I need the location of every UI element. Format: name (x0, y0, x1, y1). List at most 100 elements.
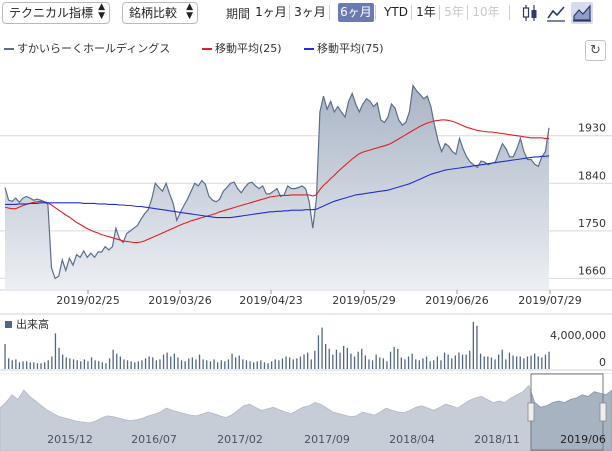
period-separator (439, 5, 440, 20)
volume-bar (198, 354, 201, 369)
overview-area (0, 384, 612, 451)
volume-bar (4, 344, 6, 369)
volume-title: 出来高 (16, 317, 49, 331)
area-chart-icon[interactable] (571, 2, 593, 24)
volume-bar (94, 360, 96, 369)
volume-bar (159, 359, 161, 369)
volume-bar (130, 361, 132, 369)
volume-bar (451, 358, 453, 369)
volume-bar (155, 360, 157, 369)
volume-bar (508, 352, 511, 369)
volume-bar (162, 354, 165, 369)
volume-bar (18, 362, 21, 369)
volume-bar (126, 360, 129, 369)
period-separator (467, 5, 468, 20)
overview-xtick-label: 2019/06 (560, 433, 606, 446)
compare-select-label: 銘柄比較 (129, 6, 178, 20)
volume-bar (328, 348, 330, 369)
volume-bar (62, 354, 64, 369)
volume-bar (469, 350, 471, 369)
volume-bar (29, 362, 31, 369)
volume-bar (80, 361, 82, 369)
volume-bar (422, 358, 424, 369)
volume-bar (40, 363, 42, 369)
ma25-line (4, 119, 549, 244)
volume-bar (483, 356, 485, 369)
volume-bar (281, 358, 284, 369)
volume-bar (440, 360, 442, 369)
volume-bar (429, 361, 431, 369)
volume-bar (479, 353, 482, 369)
volume-bar (501, 349, 503, 369)
volume-bar (119, 356, 121, 369)
volume-bar (487, 356, 489, 369)
legend-label-ma75: 移動平均(75) (317, 42, 384, 55)
volume-bar (144, 358, 147, 369)
compare-select[interactable]: 銘柄比較 ▲ ▼ (122, 2, 198, 24)
volume-bar (184, 361, 186, 369)
volume-bar (353, 356, 356, 369)
volume-bar (15, 359, 17, 369)
volume-bar (411, 353, 413, 369)
volume-bar (134, 362, 136, 369)
price-xtick-label: 2019/04/23 (239, 294, 302, 307)
overview-xtick-label: 2016/07 (131, 433, 177, 446)
period-button-1[interactable]: 3ヶ月 (294, 5, 326, 19)
volume-bar (296, 358, 298, 369)
volume-bar (407, 356, 410, 369)
volume-bar (213, 359, 215, 369)
price-ytick-label: 1930 (578, 122, 606, 135)
volume-bar (90, 357, 93, 369)
volume-bar (65, 357, 67, 369)
volume-bar (310, 359, 312, 369)
volume-bar (271, 361, 273, 369)
volume-bar (516, 356, 518, 369)
overview-xtick-label: 2017/09 (304, 433, 350, 446)
volume-bar (180, 360, 183, 369)
volume-bar (72, 359, 75, 369)
volume-bar (188, 358, 190, 369)
volume-bar (141, 360, 143, 369)
overview-navigator[interactable]: 2015/12 2016/07 2017/02 2017/09 2018/04 2018/… (0, 373, 612, 451)
volume-bar (22, 361, 24, 369)
volume-bar (519, 356, 521, 369)
volume-bar (76, 360, 78, 369)
volume-bar (548, 351, 550, 369)
toolbar: テクニカル指標 ▲ ▼ 銘柄比較 ▲ ▼ 期間 1ヶ月 3ヶ月 6ヶ月 YTD 1年 5年 10… (0, 0, 612, 26)
volume-chart: 出来高 4,000,000 0 (0, 313, 612, 371)
volume-bar (11, 360, 13, 369)
volume-bar (101, 362, 103, 369)
volume-bar (112, 349, 114, 369)
volume-bar (116, 353, 118, 369)
volume-bar (534, 353, 536, 369)
volume-bar (321, 327, 323, 369)
overview-xaxis: 2015/12 2016/07 2017/02 2017/09 2018/04 2018/… (47, 433, 606, 446)
price-xtick-label: 2019/06/26 (425, 294, 488, 307)
period-button-0[interactable]: 1ヶ月 (255, 5, 287, 19)
line-chart-icon[interactable] (545, 2, 567, 24)
candlestick-chart-icon[interactable] (519, 2, 541, 24)
volume-bar (260, 360, 262, 369)
period-button-4[interactable]: 1年 (416, 5, 436, 19)
legend-swatch-ma25 (202, 48, 212, 50)
overview-right-handle[interactable] (599, 402, 607, 422)
volume-bar (418, 360, 420, 369)
volume-bar (530, 355, 532, 369)
overview-left-handle[interactable] (527, 402, 535, 422)
refresh-icon[interactable]: ↻ (585, 40, 606, 61)
period-button-3[interactable]: YTD (384, 5, 408, 19)
volume-bar (292, 359, 294, 369)
volume-bar (249, 361, 251, 369)
volume-bar (472, 321, 474, 369)
volume-bar (285, 356, 287, 369)
volume-bar (263, 362, 266, 369)
volume-bar (123, 359, 125, 369)
technical-indicator-select[interactable]: テクニカル指標 ▲ ▼ (2, 2, 110, 24)
volume-bar (58, 347, 60, 369)
volume-bar (447, 354, 449, 369)
volume-bar (191, 357, 193, 369)
volume-bar (152, 357, 154, 369)
period-button-2[interactable]: 6ヶ月 (338, 3, 374, 22)
volume-bar (256, 361, 258, 369)
